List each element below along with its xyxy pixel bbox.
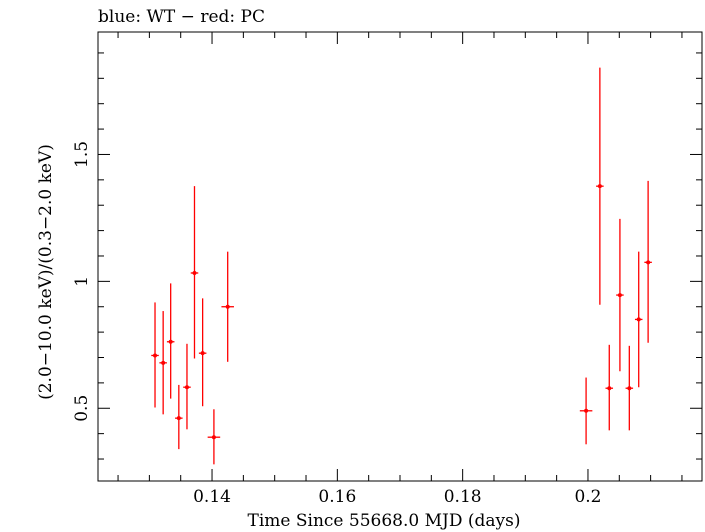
point-marker <box>184 385 189 390</box>
x-tick-label: 0.2 <box>574 487 601 507</box>
data-point <box>625 345 634 431</box>
data-point <box>207 409 221 465</box>
data-point <box>175 384 183 450</box>
y-axis-label: (2.0−10.0 keV)/(0.3−2.0 keV) <box>36 144 56 400</box>
point-marker <box>646 260 651 265</box>
point-marker <box>225 304 230 309</box>
point-marker <box>176 416 181 421</box>
data-point <box>579 377 593 445</box>
y-tick-label: 1.5 <box>72 141 92 168</box>
point-marker <box>200 351 205 356</box>
point-marker <box>161 360 166 365</box>
point-marker <box>617 293 622 298</box>
data-point <box>634 251 643 388</box>
y-tick-label: 1 <box>72 276 92 287</box>
point-marker <box>627 386 632 391</box>
data-point <box>221 251 234 362</box>
data-point <box>190 186 199 359</box>
x-tick-label: 0.18 <box>444 487 482 507</box>
data-point <box>166 283 175 399</box>
point-marker <box>636 317 641 322</box>
data-points <box>151 67 652 465</box>
point-marker <box>153 353 158 358</box>
axis-ticks <box>98 32 702 481</box>
y-tick-label: 0.5 <box>72 395 92 422</box>
chart-title: blue: WT − red: PC <box>98 7 265 27</box>
data-point <box>605 344 614 431</box>
data-point <box>596 67 604 305</box>
point-marker <box>584 408 589 413</box>
data-point <box>159 311 167 415</box>
point-marker <box>607 386 612 391</box>
data-point <box>151 302 159 408</box>
point-marker <box>597 184 602 189</box>
data-point <box>183 343 191 430</box>
x-tick-label: 0.14 <box>193 487 231 507</box>
plot-frame <box>97 31 703 482</box>
point-marker <box>211 435 216 440</box>
data-point <box>616 218 624 372</box>
x-tick-label: 0.16 <box>318 487 356 507</box>
point-marker <box>168 339 173 344</box>
axis-tick-labels: 0.14 0.16 0.18 0.2 0.5 1 1.5 <box>72 141 601 507</box>
x-axis-label: Time Since 55668.0 MJD (days) <box>248 511 521 531</box>
data-point <box>198 298 207 407</box>
data-point <box>644 180 652 343</box>
point-marker <box>192 270 197 275</box>
